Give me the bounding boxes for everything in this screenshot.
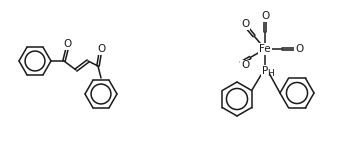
Text: H: H (268, 69, 274, 77)
Text: O: O (64, 39, 72, 49)
Text: O: O (295, 44, 303, 54)
Text: O: O (241, 19, 249, 29)
Text: O: O (261, 11, 269, 21)
Text: O: O (98, 44, 106, 54)
Text: O: O (241, 60, 249, 70)
Text: P: P (262, 66, 268, 76)
Text: Fe: Fe (259, 44, 271, 54)
